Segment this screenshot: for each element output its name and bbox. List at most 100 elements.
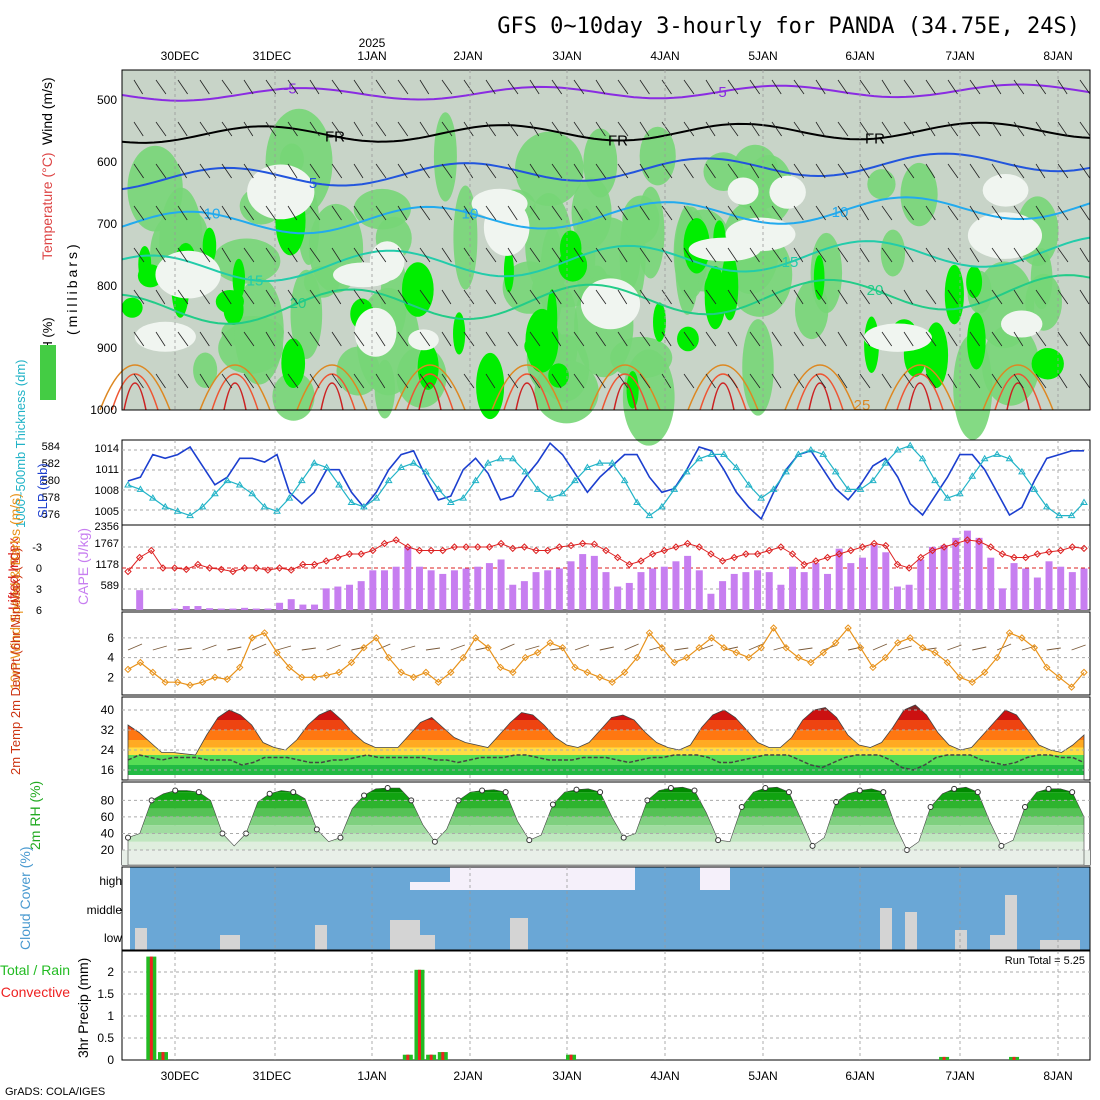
wind-barb: [450, 644, 465, 651]
thickness-point: [297, 476, 306, 484]
wind-barb: [441, 79, 453, 95]
wind-barb: [265, 121, 277, 137]
wind-barb: [351, 646, 366, 651]
bottom-date-axis: 30DEC 31DEC 1JAN 2JAN 3JAN 4JAN 5JAN 6JAN 7JAN 8J…: [161, 1069, 1073, 1083]
top-date-label: 31DEC: [253, 49, 292, 63]
cape-bar: [485, 563, 493, 610]
ylabel-group: Lifted Index CAPE (J/kg): [5, 528, 91, 610]
li-point: [858, 543, 867, 551]
wind-point: [645, 629, 654, 637]
wind-barb: [397, 289, 408, 305]
slp-tick: 1011: [95, 464, 119, 476]
wind-barb: [529, 247, 541, 263]
wind-point: [459, 653, 467, 662]
wind-barb: [309, 373, 320, 389]
thickness-point: [223, 476, 232, 484]
wind-barb: [771, 373, 782, 389]
wind-point: [173, 678, 182, 686]
thickness-point: [434, 485, 443, 492]
li-point: [462, 543, 470, 551]
wind-barb: [227, 646, 242, 651]
dewpoint-line: [127, 754, 1085, 771]
cape-bar: [789, 566, 797, 610]
low-cloud-block: [955, 930, 967, 950]
wind-point: [496, 663, 505, 672]
wind-barb: [683, 289, 694, 305]
wind-barb: [617, 205, 628, 221]
wind-barb: [177, 205, 188, 221]
wind-barb: [947, 289, 958, 305]
cape-bar: [765, 572, 773, 610]
wind-barb: [705, 289, 717, 305]
cape-bar: [346, 584, 354, 610]
contour-label: 15: [782, 254, 799, 271]
li-point: [1068, 543, 1077, 551]
wind-barb: [595, 373, 606, 389]
wind-barb: [419, 289, 431, 305]
temp-bands: [128, 705, 1084, 775]
thickness-point: [521, 467, 530, 475]
wind-barb: [1035, 121, 1046, 137]
wind-barb: [265, 289, 276, 305]
temp-band: [128, 740, 1084, 748]
clear-sky-patch: [450, 867, 635, 890]
wind-point: [509, 668, 517, 677]
wind-barb: [127, 643, 143, 651]
li-point: [404, 543, 412, 551]
rh-point: [951, 785, 958, 792]
wind-barb: [617, 289, 628, 305]
rh-high-area: [944, 264, 964, 325]
wind-barb: [419, 163, 430, 179]
wind-barb: [309, 247, 321, 263]
rh-band: [128, 816, 1084, 826]
wind-point: [757, 644, 765, 652]
rh-high-area: [966, 265, 983, 299]
wind-point: [198, 678, 207, 686]
wind-barb: [401, 645, 416, 651]
cape-bar: [695, 570, 703, 610]
thickness-point: [496, 454, 505, 462]
wind-barb: [925, 121, 936, 137]
warm-contour: [784, 364, 856, 411]
rh-point: [549, 801, 556, 808]
cape-bar: [287, 599, 295, 610]
wind-point: [211, 673, 219, 681]
rh-high-area: [503, 249, 514, 293]
warm-contour: [796, 373, 844, 411]
panel-frame: [121, 866, 1091, 951]
li-point: [707, 550, 715, 558]
li-point: [1045, 548, 1053, 556]
warm-contour: [808, 382, 832, 411]
wind-barb: [903, 205, 914, 221]
wind-barb: [202, 644, 217, 651]
precip-conv-bar: [161, 1052, 165, 1060]
ylabel-group: 10m Wind Speed & Barbs (m/s): [7, 493, 23, 690]
rh-mid-area: [193, 352, 218, 389]
wind-barb: [947, 79, 958, 95]
wind-tick: 6: [107, 631, 114, 645]
wind-barb: [727, 79, 739, 95]
wind-barb: [903, 247, 914, 263]
wind-point: [136, 658, 145, 667]
wind-barb: [1057, 247, 1069, 263]
thick-tick: 582: [42, 458, 60, 470]
wind-barb: [529, 373, 541, 389]
wind-barb: [1057, 373, 1068, 389]
wind-barb: [1013, 247, 1024, 263]
wind-barb: [265, 331, 276, 347]
li-point: [695, 543, 703, 551]
cape-bar: [252, 608, 260, 610]
cape-bar: [940, 545, 948, 610]
rh-low-area: [247, 164, 315, 220]
cape-bar: [567, 561, 575, 610]
rh-high-area: [401, 262, 434, 317]
wind-barb: [441, 373, 452, 389]
wind-barb: [925, 205, 936, 221]
bottom-date-label: 30DEC: [161, 1069, 200, 1083]
wind-speed-line: [127, 626, 1085, 688]
cape-bar: [835, 548, 843, 610]
cape-bar: [509, 584, 517, 610]
rh-base: [122, 850, 1090, 865]
wind-barb: [155, 247, 166, 263]
ylabel-group: 2m RH (%): [27, 781, 43, 850]
